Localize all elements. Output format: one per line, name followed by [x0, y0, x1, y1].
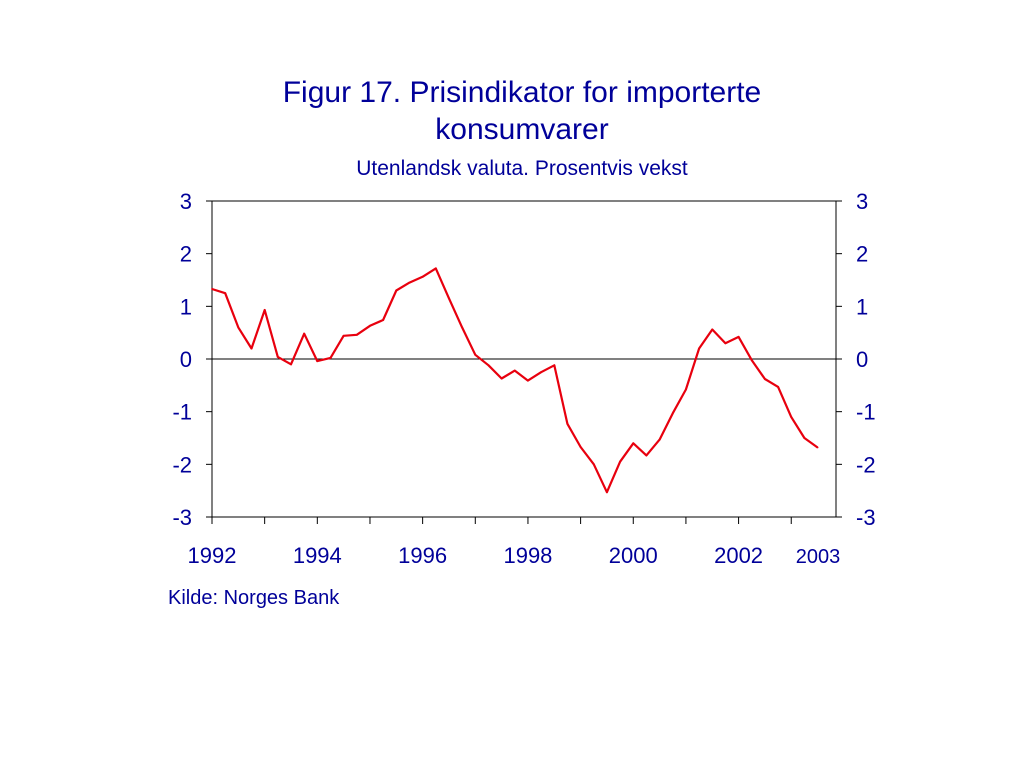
y-tick-label-right: 1 — [856, 294, 868, 319]
data-point — [737, 336, 740, 338]
data-point — [645, 454, 648, 457]
data-point — [237, 326, 240, 329]
data-point — [698, 347, 700, 350]
data-point — [671, 412, 674, 415]
x-tick-label: 1998 — [503, 543, 552, 568]
data-point — [224, 292, 227, 295]
data-point — [408, 281, 411, 284]
y-tick-label-left: -2 — [172, 452, 192, 477]
data-point — [619, 460, 621, 463]
source-note: Kilde: Norges Bank — [168, 587, 340, 609]
y-tick-label-left: 0 — [180, 347, 192, 372]
y-tick-label-right: 3 — [856, 189, 868, 214]
chart-subtitle: Utenlandsk valuta. Prosentvis vekst — [356, 157, 688, 180]
data-point — [790, 416, 793, 418]
data-point — [369, 324, 371, 327]
data-point — [750, 359, 753, 361]
y-tick-label-left: -1 — [172, 400, 192, 425]
data-point — [606, 491, 608, 494]
data-point — [382, 319, 384, 321]
data-point — [263, 309, 266, 311]
data-point — [803, 437, 806, 439]
data-point — [474, 353, 477, 356]
data-point — [250, 347, 253, 350]
data-point — [487, 364, 490, 367]
data-point — [500, 377, 503, 380]
data-point — [632, 442, 635, 445]
data-point — [434, 267, 437, 270]
data-point — [355, 333, 358, 336]
data-point — [724, 342, 727, 345]
y-tick-label-left: 2 — [180, 242, 192, 267]
y-tick-label-right: 2 — [856, 242, 868, 267]
data-point — [342, 334, 345, 337]
data-point — [658, 438, 661, 441]
x-tick-label: 2000 — [609, 543, 658, 568]
y-tick-label-right: 0 — [856, 347, 868, 372]
data-point — [461, 326, 463, 329]
data-point — [579, 446, 582, 448]
series-line — [211, 267, 819, 494]
data-point — [276, 356, 279, 358]
x-tick-label: 2002 — [714, 543, 763, 568]
data-point — [527, 379, 529, 382]
x-tick-label: 1992 — [188, 543, 237, 568]
data-point — [513, 369, 516, 372]
y-tick-label-left: 3 — [180, 189, 192, 214]
data-point — [553, 364, 556, 367]
data-point — [290, 363, 292, 366]
data-point — [395, 289, 398, 292]
y-tick-label-left: 1 — [180, 294, 192, 319]
x-tick-label: 1996 — [398, 543, 447, 568]
data-point — [421, 275, 424, 278]
chart-title: Figur 17. Prisindikator for importerte k… — [282, 76, 762, 146]
data-point — [711, 328, 714, 331]
data-point — [303, 332, 306, 335]
data-point — [685, 388, 687, 391]
data-point — [764, 378, 766, 380]
data-point — [540, 371, 542, 374]
y-tick-label-right: -2 — [856, 452, 876, 477]
data-point — [211, 288, 213, 290]
x-tick-label: 1994 — [293, 543, 342, 568]
data-point — [448, 297, 450, 300]
y-tick-label-right: -1 — [856, 400, 876, 425]
x-tick-label: 2003 — [796, 546, 841, 568]
data-point — [777, 386, 779, 388]
data-point — [592, 463, 595, 466]
data-point — [816, 446, 819, 449]
data-point — [316, 360, 319, 362]
data-point — [566, 422, 569, 425]
y-tick-label-right: -3 — [856, 505, 876, 530]
data-point — [329, 357, 332, 359]
y-tick-label-left: -3 — [172, 505, 192, 530]
